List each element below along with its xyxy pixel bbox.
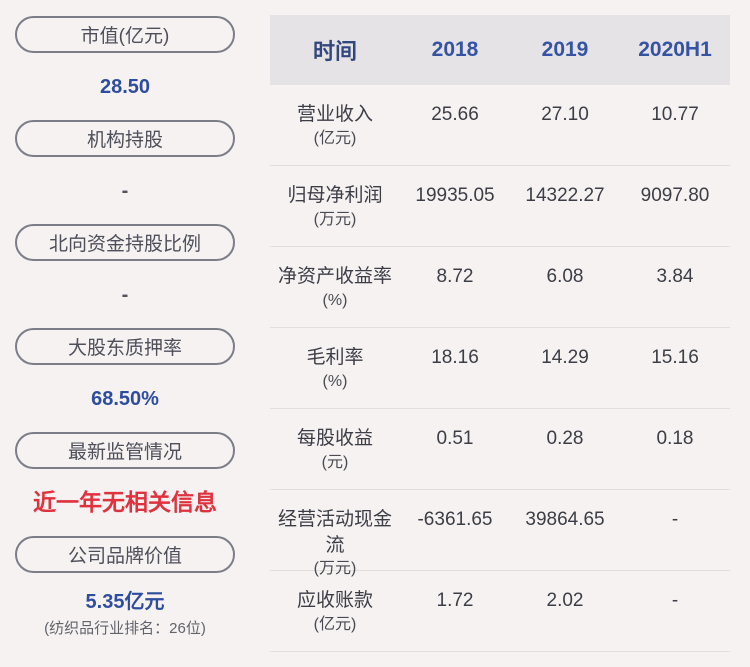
metric-value: 2.02 [546, 590, 584, 611]
metric-value: 9097.80 [640, 185, 710, 206]
stat-pill-label: 公司品牌价值 [67, 546, 182, 567]
stat-group-pledge-ratio: 大股东质押率 68.50% [15, 328, 235, 432]
table-header-2019: 2019 [541, 38, 589, 61]
table-header-row: 时间 2018 2019 2020H1 [270, 15, 730, 85]
metric-name: 经营活动现金流 [277, 509, 392, 556]
stat-pill-institutional-holding[interactable]: 机构持股 [15, 120, 235, 157]
table-row: 净资产收益率 (%) 8.72 6.08 3.84 [270, 247, 730, 328]
metric-value: 0.51 [436, 428, 474, 449]
metric-unit: (%) [322, 372, 348, 390]
stat-pill-pledge-ratio[interactable]: 大股东质押率 [15, 328, 235, 365]
table-row: 应收账款 (亿元) 1.72 2.02 - [270, 571, 730, 652]
stat-value-institutional-holding: - [121, 179, 129, 202]
stat-value-pledge-ratio: 68.50% [91, 387, 159, 410]
stat-group-northbound-ratio: 北向资金持股比例 - [15, 224, 235, 328]
stat-pill-brand-value[interactable]: 公司品牌价值 [15, 536, 235, 573]
metric-value: 14.29 [541, 347, 589, 368]
metric-unit: (万元) [313, 560, 357, 578]
table-header-time: 时间 [312, 39, 357, 64]
stat-value-regulatory-status: 近一年无相关信息 [33, 488, 217, 515]
metric-unit: (亿元) [313, 129, 357, 147]
metric-unit: (亿元) [313, 615, 357, 633]
metric-name: 净资产收益率 [277, 266, 392, 287]
stat-pill-label: 大股东质押率 [67, 338, 182, 359]
metric-unit: (%) [322, 291, 348, 309]
table-header-2020h1: 2020H1 [638, 38, 712, 61]
metric-value: 10.77 [651, 104, 699, 125]
stat-pill-market-cap[interactable]: 市值(亿元) [15, 16, 235, 53]
metric-value: 6.08 [546, 266, 584, 287]
table-row: 营业收入 (亿元) 25.66 27.10 10.77 [270, 85, 730, 166]
stat-group-regulatory-status: 最新监管情况 近一年无相关信息 [15, 432, 235, 536]
stat-group-brand-value: 公司品牌价值 5.35亿元 (纺织品行业排名：26位) [15, 536, 235, 640]
stat-value-northbound-ratio: - [121, 283, 129, 306]
metric-value: 3.84 [656, 266, 694, 287]
table-row: 归母净利润 (万元) 19935.05 14322.27 9097.80 [270, 166, 730, 247]
metric-name: 营业收入 [296, 104, 373, 125]
stats-sidebar: 市值(亿元) 28.50 机构持股 - 北向资金持股比例 - 大股东质押率 68… [15, 16, 235, 640]
stat-group-institutional-holding: 机构持股 - [15, 120, 235, 224]
table-header-2018: 2018 [431, 38, 479, 61]
stat-pill-label: 市值(亿元) [80, 26, 170, 47]
metric-name: 归母净利润 [287, 185, 383, 206]
metric-value: 18.16 [431, 347, 479, 368]
stat-note-industry-rank: (纺织品行业排名：26位) [44, 620, 206, 637]
metric-value: 15.16 [651, 347, 699, 368]
metric-unit: (万元) [313, 210, 357, 228]
stat-pill-northbound-ratio[interactable]: 北向资金持股比例 [15, 224, 235, 261]
stat-value-brand-value: 5.35亿元 [85, 591, 165, 613]
stat-group-market-cap: 市值(亿元) 28.50 [15, 16, 235, 120]
metric-value: - [671, 509, 679, 530]
stat-pill-regulatory-status[interactable]: 最新监管情况 [15, 432, 235, 469]
metric-value: 8.72 [436, 266, 474, 287]
metric-unit: (元) [321, 453, 349, 471]
metric-value: 19935.05 [415, 185, 495, 206]
metric-value: 1.72 [436, 590, 474, 611]
metric-value: - [671, 590, 679, 611]
table-row: 经营活动现金流 (万元) -6361.65 39864.65 - [270, 490, 730, 577]
metric-value: 14322.27 [525, 185, 605, 206]
metric-value: 0.28 [546, 428, 584, 449]
table-row: 每股收益 (元) 0.51 0.28 0.18 [270, 409, 730, 490]
stat-value-market-cap: 28.50 [99, 75, 151, 98]
metric-value: -6361.65 [417, 509, 493, 530]
metric-name: 每股收益 [296, 428, 373, 449]
metric-name: 毛利率 [306, 347, 364, 368]
metric-value: 0.18 [656, 428, 694, 449]
stat-pill-label: 北向资金持股比例 [48, 234, 201, 255]
stat-pill-label: 最新监管情况 [67, 442, 182, 463]
metric-value: 27.10 [541, 104, 589, 125]
financial-table: 时间 2018 2019 2020H1 营业收入 (亿元) 25.66 27.1… [270, 15, 730, 652]
table-row: 毛利率 (%) 18.16 14.29 15.16 [270, 328, 730, 409]
metric-value: 25.66 [431, 104, 479, 125]
metric-value: 39864.65 [525, 509, 605, 530]
metric-name: 应收账款 [296, 590, 373, 611]
stat-pill-label: 机构持股 [86, 130, 163, 151]
